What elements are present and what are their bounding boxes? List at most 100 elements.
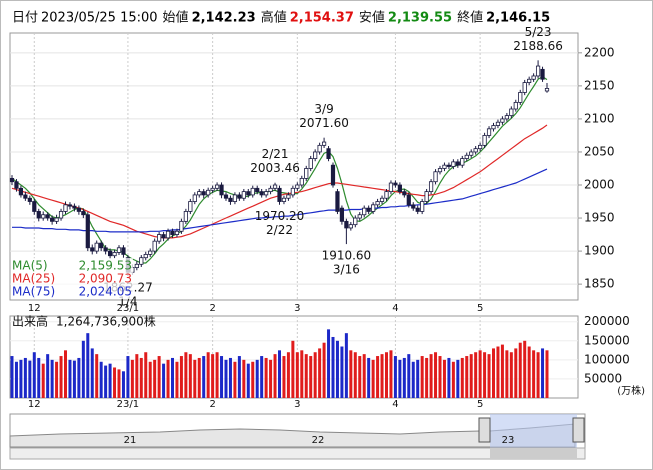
candle-body xyxy=(161,234,166,239)
candle-body xyxy=(18,187,24,196)
volume-bar xyxy=(425,357,429,398)
candle-body xyxy=(317,144,322,153)
volume-bar xyxy=(113,367,117,398)
volume-unit: (万株) xyxy=(617,384,645,397)
y-tick-label: 2200 xyxy=(584,45,615,59)
volume-bar xyxy=(233,361,237,398)
y-tick-label: 1900 xyxy=(584,244,615,258)
scrollbar-thumb[interactable] xyxy=(490,449,577,458)
volume-bar xyxy=(162,363,166,398)
price-plot xyxy=(9,32,579,301)
volume-bar xyxy=(193,359,197,398)
candle-body xyxy=(241,191,246,199)
volume-bar xyxy=(117,369,121,398)
volume-bar xyxy=(278,350,281,398)
volume-bar xyxy=(514,348,518,398)
candle-body xyxy=(384,191,389,199)
candle-body xyxy=(308,158,313,169)
legend-value: 2,090.73 xyxy=(79,272,132,286)
volume-bar xyxy=(255,359,259,398)
legend-name: MA(25) xyxy=(12,272,55,286)
header-value: 2,154.37 xyxy=(290,11,354,26)
volume-bar xyxy=(215,352,219,398)
header-value: 2,146.15 xyxy=(486,11,550,26)
candle-body xyxy=(223,194,229,199)
volume-bar xyxy=(295,352,299,398)
volume-bar xyxy=(398,359,402,398)
navigator-handle[interactable] xyxy=(572,417,585,443)
candle-body xyxy=(379,197,385,202)
volume-bar xyxy=(55,361,59,398)
annotation-value: 2071.60 xyxy=(299,116,349,130)
header-value: 2023/05/25 15:00 xyxy=(41,11,158,26)
volume-bar xyxy=(313,352,317,398)
volume-bar xyxy=(434,352,438,398)
candle-body xyxy=(76,207,81,212)
volume-bar xyxy=(322,342,326,398)
volume-bar xyxy=(447,357,451,398)
y-tick-label: 1850 xyxy=(584,277,615,291)
candle-body xyxy=(152,240,157,252)
candle-body xyxy=(415,207,420,212)
candle-body xyxy=(36,211,41,219)
candle-body xyxy=(504,115,509,120)
x-tick-label: 3 xyxy=(294,303,300,314)
y-tick-label: 1950 xyxy=(584,211,615,225)
candle-body xyxy=(339,207,345,222)
volume-bar xyxy=(260,356,264,398)
volume-bar xyxy=(385,352,388,398)
navigator[interactable]: 21 22 23 xyxy=(9,413,586,460)
volume-bar xyxy=(242,359,246,398)
volume-bar xyxy=(144,352,148,398)
annotation-date: 5/23 xyxy=(525,25,552,39)
volume-bar xyxy=(81,340,85,398)
volume-bar xyxy=(179,356,183,398)
candle-body xyxy=(348,224,353,229)
candle-body xyxy=(330,164,336,186)
candle-body xyxy=(402,191,407,196)
candle-body xyxy=(366,207,371,212)
x-tick-label: 23/1 xyxy=(117,399,139,410)
x-tick-label: 2 xyxy=(209,303,215,314)
annotation-date: 3/9 xyxy=(314,102,333,116)
candle-body xyxy=(393,182,398,186)
candle-body xyxy=(58,211,64,219)
candle-body xyxy=(255,187,260,193)
candle-body xyxy=(112,252,117,257)
annotation-value: 2003.46 xyxy=(250,161,300,175)
candle-body xyxy=(232,194,238,202)
candle-body xyxy=(527,78,532,83)
candle-body xyxy=(313,151,318,159)
volume-bar xyxy=(518,342,522,398)
header-value: 2,142.23 xyxy=(192,11,256,26)
navigator-handle[interactable] xyxy=(478,417,491,443)
volume-bar xyxy=(68,359,72,398)
candle-body xyxy=(192,194,197,202)
candle-body xyxy=(473,148,478,153)
candle-body xyxy=(272,184,278,189)
candle-body xyxy=(264,191,269,196)
volume-bar xyxy=(32,352,36,398)
volume-bar xyxy=(126,356,130,398)
volume-bar xyxy=(429,354,433,398)
candle-body xyxy=(420,201,425,212)
candle-body xyxy=(103,247,108,252)
volume-bar xyxy=(175,361,179,398)
volume-bar xyxy=(335,340,339,398)
volume-bar xyxy=(541,348,545,398)
volume-bar xyxy=(157,356,161,398)
volume-bar xyxy=(251,361,255,398)
volume-bar xyxy=(371,359,375,398)
candle-body xyxy=(45,214,50,219)
volume-bar xyxy=(349,350,353,398)
scrollbar[interactable] xyxy=(9,447,586,460)
volume-bar xyxy=(492,348,495,398)
volume-bar xyxy=(367,357,371,398)
navigator-window[interactable] xyxy=(490,414,577,448)
candle-body xyxy=(397,184,402,193)
candle-body xyxy=(183,211,188,222)
volume-total: 1,264,736,900株 xyxy=(56,314,156,329)
candle-body xyxy=(67,204,73,207)
volume-bar xyxy=(237,356,241,398)
candle-body xyxy=(54,217,59,222)
